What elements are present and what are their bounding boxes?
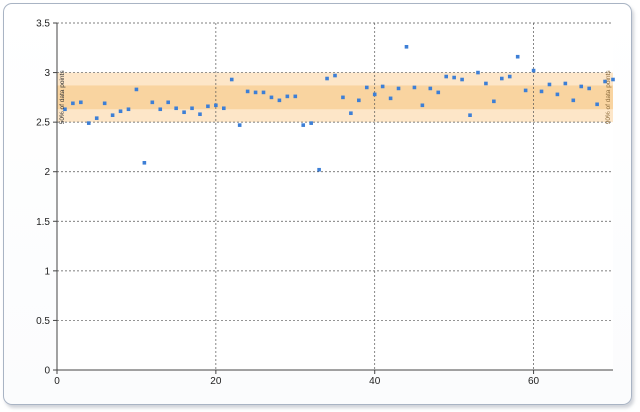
data-point [261, 90, 266, 95]
data-point [444, 74, 448, 79]
data-point [357, 98, 361, 103]
data-point [396, 86, 401, 91]
data-point [388, 96, 393, 101]
data-point [190, 106, 194, 111]
data-point [587, 86, 591, 91]
data-point [71, 101, 75, 106]
data-point [364, 85, 369, 90]
data-point [420, 103, 425, 108]
data-point [460, 77, 464, 82]
data-point [126, 107, 131, 112]
data-point [63, 107, 67, 112]
data-point [404, 44, 409, 49]
tick-label-layer: 0 0.5 1 1.5 2 2.5 3 3.5 0 20 40 60 [36, 19, 539, 388]
data-point [507, 74, 512, 79]
y-tick-label: 3 [44, 68, 50, 79]
data-point [166, 100, 170, 105]
data-point [222, 106, 226, 111]
grid-layer [57, 22, 613, 370]
data-point [269, 95, 274, 100]
data-point [206, 104, 210, 109]
data-point [484, 81, 488, 86]
data-point [380, 84, 385, 89]
data-point [523, 88, 528, 93]
data-point [500, 76, 504, 81]
band-50-label: 50% of data points [59, 70, 66, 125]
data-point [293, 94, 298, 99]
data-point [102, 101, 107, 106]
data-point [547, 82, 552, 87]
data-point [428, 86, 433, 91]
data-point [134, 87, 139, 92]
data-point [492, 99, 496, 104]
data-point [531, 68, 536, 73]
data-point [468, 113, 472, 118]
y-tick-label: 0 [44, 366, 50, 377]
x-tick-label: 0 [54, 376, 60, 387]
data-point [174, 106, 178, 111]
data-point [571, 98, 576, 103]
data-point [277, 98, 282, 103]
y-tick-label: 2.5 [36, 118, 50, 129]
x-tick-label: 20 [210, 376, 222, 387]
data-point [476, 70, 480, 75]
data-point [142, 160, 147, 165]
data-point [611, 77, 615, 82]
data-point [182, 110, 186, 115]
data-point [333, 73, 337, 78]
data-point [229, 77, 234, 82]
data-point [563, 81, 568, 86]
data-point [515, 54, 520, 59]
x-tick-label: 60 [528, 376, 540, 387]
data-point [118, 109, 123, 114]
y-tick-label: 2 [44, 167, 50, 178]
y-tick-label: 1.5 [36, 217, 50, 228]
y-tick-label: 3.5 [36, 19, 50, 30]
data-point [341, 95, 345, 100]
data-point [94, 116, 99, 120]
data-point [86, 121, 91, 125]
point-layer [63, 44, 615, 172]
data-point [412, 85, 417, 90]
band-90-label: 90% of data points [605, 70, 612, 125]
x-tick-label: 40 [369, 376, 381, 387]
data-point [79, 100, 83, 105]
data-point [214, 103, 218, 108]
data-point [285, 94, 290, 99]
data-point [452, 75, 456, 80]
data-point [603, 79, 607, 84]
data-point [579, 84, 584, 89]
band-label-layer: 50% of data points 90% of data points [59, 70, 612, 125]
band-layer [57, 23, 613, 370]
data-point [317, 167, 321, 172]
data-point [237, 123, 242, 127]
data-point [150, 100, 155, 105]
y-tick-label: 1 [44, 266, 50, 277]
data-point [309, 121, 313, 125]
data-point [349, 111, 353, 116]
axes-layer [53, 22, 613, 374]
data-point [253, 90, 258, 95]
data-point [325, 76, 329, 81]
data-point [110, 113, 115, 118]
data-point [539, 89, 544, 94]
data-point [372, 92, 377, 97]
data-point [595, 102, 599, 107]
band-50-percent [57, 85, 613, 110]
y-tick-label: 0.5 [36, 316, 50, 327]
data-point [245, 89, 250, 94]
data-point [436, 90, 441, 95]
data-point [555, 92, 560, 97]
data-point [198, 112, 202, 117]
data-point [301, 123, 306, 127]
data-point [158, 107, 163, 112]
